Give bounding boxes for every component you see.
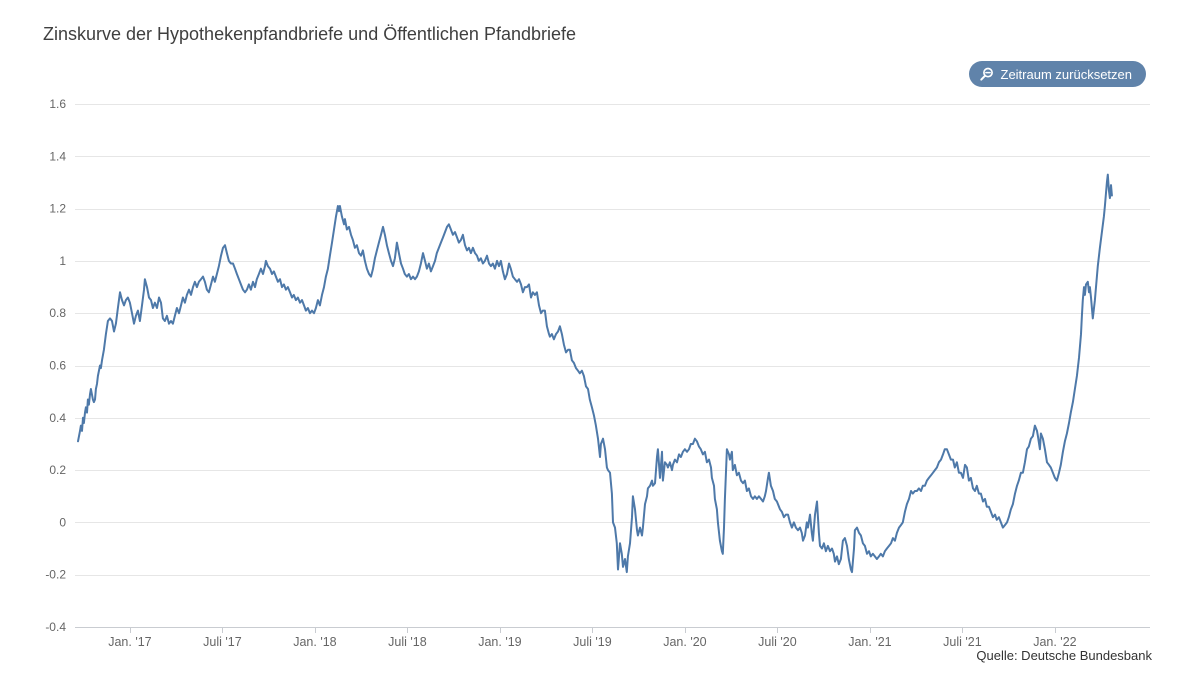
x-axis-tick-label: Jan. '20 [663, 635, 706, 649]
y-axis-tick-label: 1.6 [49, 97, 66, 111]
y-axis-tick-label: 1.2 [49, 202, 66, 216]
y-axis-tick-label: -0.2 [45, 568, 66, 582]
y-axis-tick-label: 0.6 [49, 359, 66, 373]
y-axis-tick-label: 0.8 [49, 306, 66, 320]
reset-zoom-button[interactable]: Zeitraum zurücksetzen [968, 61, 1146, 87]
x-axis-tick-label: Juli '19 [573, 635, 612, 649]
magnifier-zoom-out-icon [979, 67, 994, 82]
x-axis-tick-label: Jan. '17 [108, 635, 151, 649]
y-axis-tick-label: -0.4 [45, 620, 66, 634]
reset-zoom-button-label: Zeitraum zurücksetzen [1000, 66, 1133, 82]
x-axis-tick-label: Juli '17 [203, 635, 242, 649]
x-axis-tick-label: Jan. '22 [1033, 635, 1076, 649]
yield-curve-series-line [77, 173, 1113, 574]
y-axis-tick-label: 0 [59, 515, 66, 529]
source-attribution: Quelle: Deutsche Bundesbank [976, 648, 1152, 663]
y-axis-tick-label: 0.2 [49, 463, 66, 477]
x-axis-tick-label: Jan. '18 [293, 635, 336, 649]
x-axis-tick-label: Jan. '21 [848, 635, 891, 649]
y-axis-tick-label: 1.4 [49, 149, 66, 163]
chart-title: Zinskurve der Hypothekenpfandbriefe und … [43, 24, 577, 44]
x-axis-tick-label: Juli '20 [758, 635, 797, 649]
x-axis-tick-label: Juli '18 [388, 635, 427, 649]
x-axis-tick-label: Jan. '19 [478, 635, 521, 649]
x-axis-tick-label: Juli '21 [943, 635, 982, 649]
y-axis-tick-label: 1 [59, 254, 66, 268]
y-axis-tick-label: 0.4 [49, 411, 66, 425]
